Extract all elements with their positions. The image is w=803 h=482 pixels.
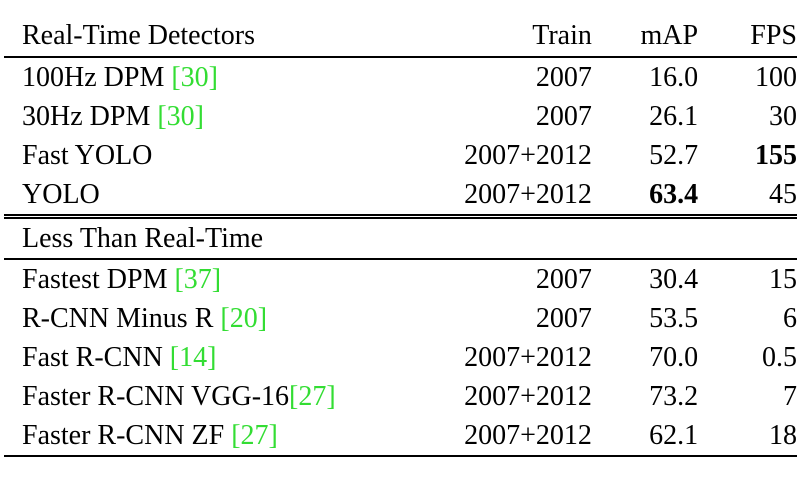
table-row: 30Hz DPM [30] 2007 26.1 30 — [4, 97, 797, 136]
citation-link[interactable]: [37] — [174, 263, 222, 295]
citation-link[interactable]: [14] — [169, 341, 217, 373]
method-name: Faster R-CNN ZF — [22, 419, 232, 451]
method-cell: Fast YOLO — [22, 139, 153, 171]
method-name: Fast R-CNN — [22, 341, 170, 373]
train-cell: 2007+2012 — [464, 178, 592, 210]
table-row: Fastest DPM [37] 2007 30.4 15 — [4, 258, 797, 299]
method-cell: Faster R-CNN VGG-16[27] — [4, 377, 416, 416]
fps-cell: 0.5 — [762, 341, 797, 373]
method-cell: R-CNN Minus R [20] — [4, 299, 416, 338]
header-method: Real-Time Detectors — [4, 16, 416, 58]
detectors-comparison-table: Real-Time Detectors Train mAP FPS 100Hz … — [4, 16, 797, 457]
citation-link[interactable]: [30] — [157, 100, 204, 132]
map-cell: 73.2 — [649, 380, 699, 412]
fps-cell: 6 — [783, 302, 797, 334]
citation-link[interactable]: [30] — [171, 61, 218, 93]
method-cell: Fastest DPM [37] — [4, 258, 416, 299]
header-fps: FPS — [698, 16, 797, 58]
map-cell-best: 63.4 — [649, 178, 699, 210]
train-cell: 2007 — [535, 61, 592, 93]
section-label: Less Than Real-Time — [4, 214, 797, 259]
fps-cell: 100 — [755, 61, 797, 93]
method-cell: 30Hz DPM [30] — [4, 97, 416, 136]
method-cell: 100Hz DPM [30] — [4, 57, 416, 97]
citation-link[interactable]: [27] — [231, 419, 278, 451]
method-cell: Faster R-CNN ZF [27] — [4, 416, 416, 457]
train-cell: 2007+2012 — [415, 416, 592, 457]
table-row: R-CNN Minus R [20] 2007 53.5 6 — [4, 299, 797, 338]
method-name: R-CNN Minus R — [22, 302, 221, 334]
table-row: 100Hz DPM [30] 2007 16.0 100 — [4, 57, 797, 97]
map-cell: 70.0 — [649, 341, 699, 373]
fps-cell-best: 155 — [755, 139, 797, 171]
section-header-row: Less Than Real-Time — [4, 214, 797, 259]
method-cell: Fast R-CNN [14] — [4, 338, 416, 377]
header-map: mAP — [591, 16, 699, 58]
train-cell: 2007+2012 — [464, 139, 592, 171]
method-name: Fastest DPM — [22, 263, 175, 295]
header-train: Train — [415, 16, 592, 58]
map-cell: 53.5 — [649, 302, 699, 334]
train-cell: 2007 — [535, 100, 592, 132]
map-cell: 16.0 — [649, 61, 699, 93]
fps-cell: 15 — [698, 258, 797, 299]
table-row: Faster R-CNN VGG-16[27] 2007+2012 73.2 7 — [4, 377, 797, 416]
train-cell: 2007 — [415, 258, 592, 299]
method-name: 30Hz DPM — [22, 100, 158, 132]
method-name: 100Hz DPM — [22, 61, 172, 93]
fps-cell: 7 — [783, 380, 797, 412]
citation-link[interactable]: [27] — [289, 380, 336, 412]
method-name: Faster R-CNN VGG-16 — [22, 380, 290, 412]
train-cell: 2007+2012 — [464, 380, 592, 412]
map-cell: 62.1 — [591, 416, 699, 457]
fps-cell: 18 — [698, 416, 797, 457]
map-cell: 52.7 — [649, 139, 699, 171]
method-cell: YOLO — [22, 178, 100, 210]
table-row: Fast R-CNN [14] 2007+2012 70.0 0.5 — [4, 338, 797, 377]
map-cell: 30.4 — [591, 258, 699, 299]
table-row: YOLO 2007+2012 63.4 45 — [4, 175, 797, 217]
fps-cell: 30 — [769, 100, 797, 132]
table-row: Faster R-CNN ZF [27] 2007+2012 62.1 18 — [4, 416, 797, 457]
map-cell: 26.1 — [649, 100, 699, 132]
train-cell: 2007 — [535, 302, 592, 334]
train-cell: 2007+2012 — [464, 341, 592, 373]
header-row: Real-Time Detectors Train mAP FPS — [4, 16, 797, 58]
fps-cell: 45 — [769, 178, 797, 210]
citation-link[interactable]: [20] — [220, 302, 268, 334]
table-row: Fast YOLO 2007+2012 52.7 155 — [4, 136, 797, 175]
